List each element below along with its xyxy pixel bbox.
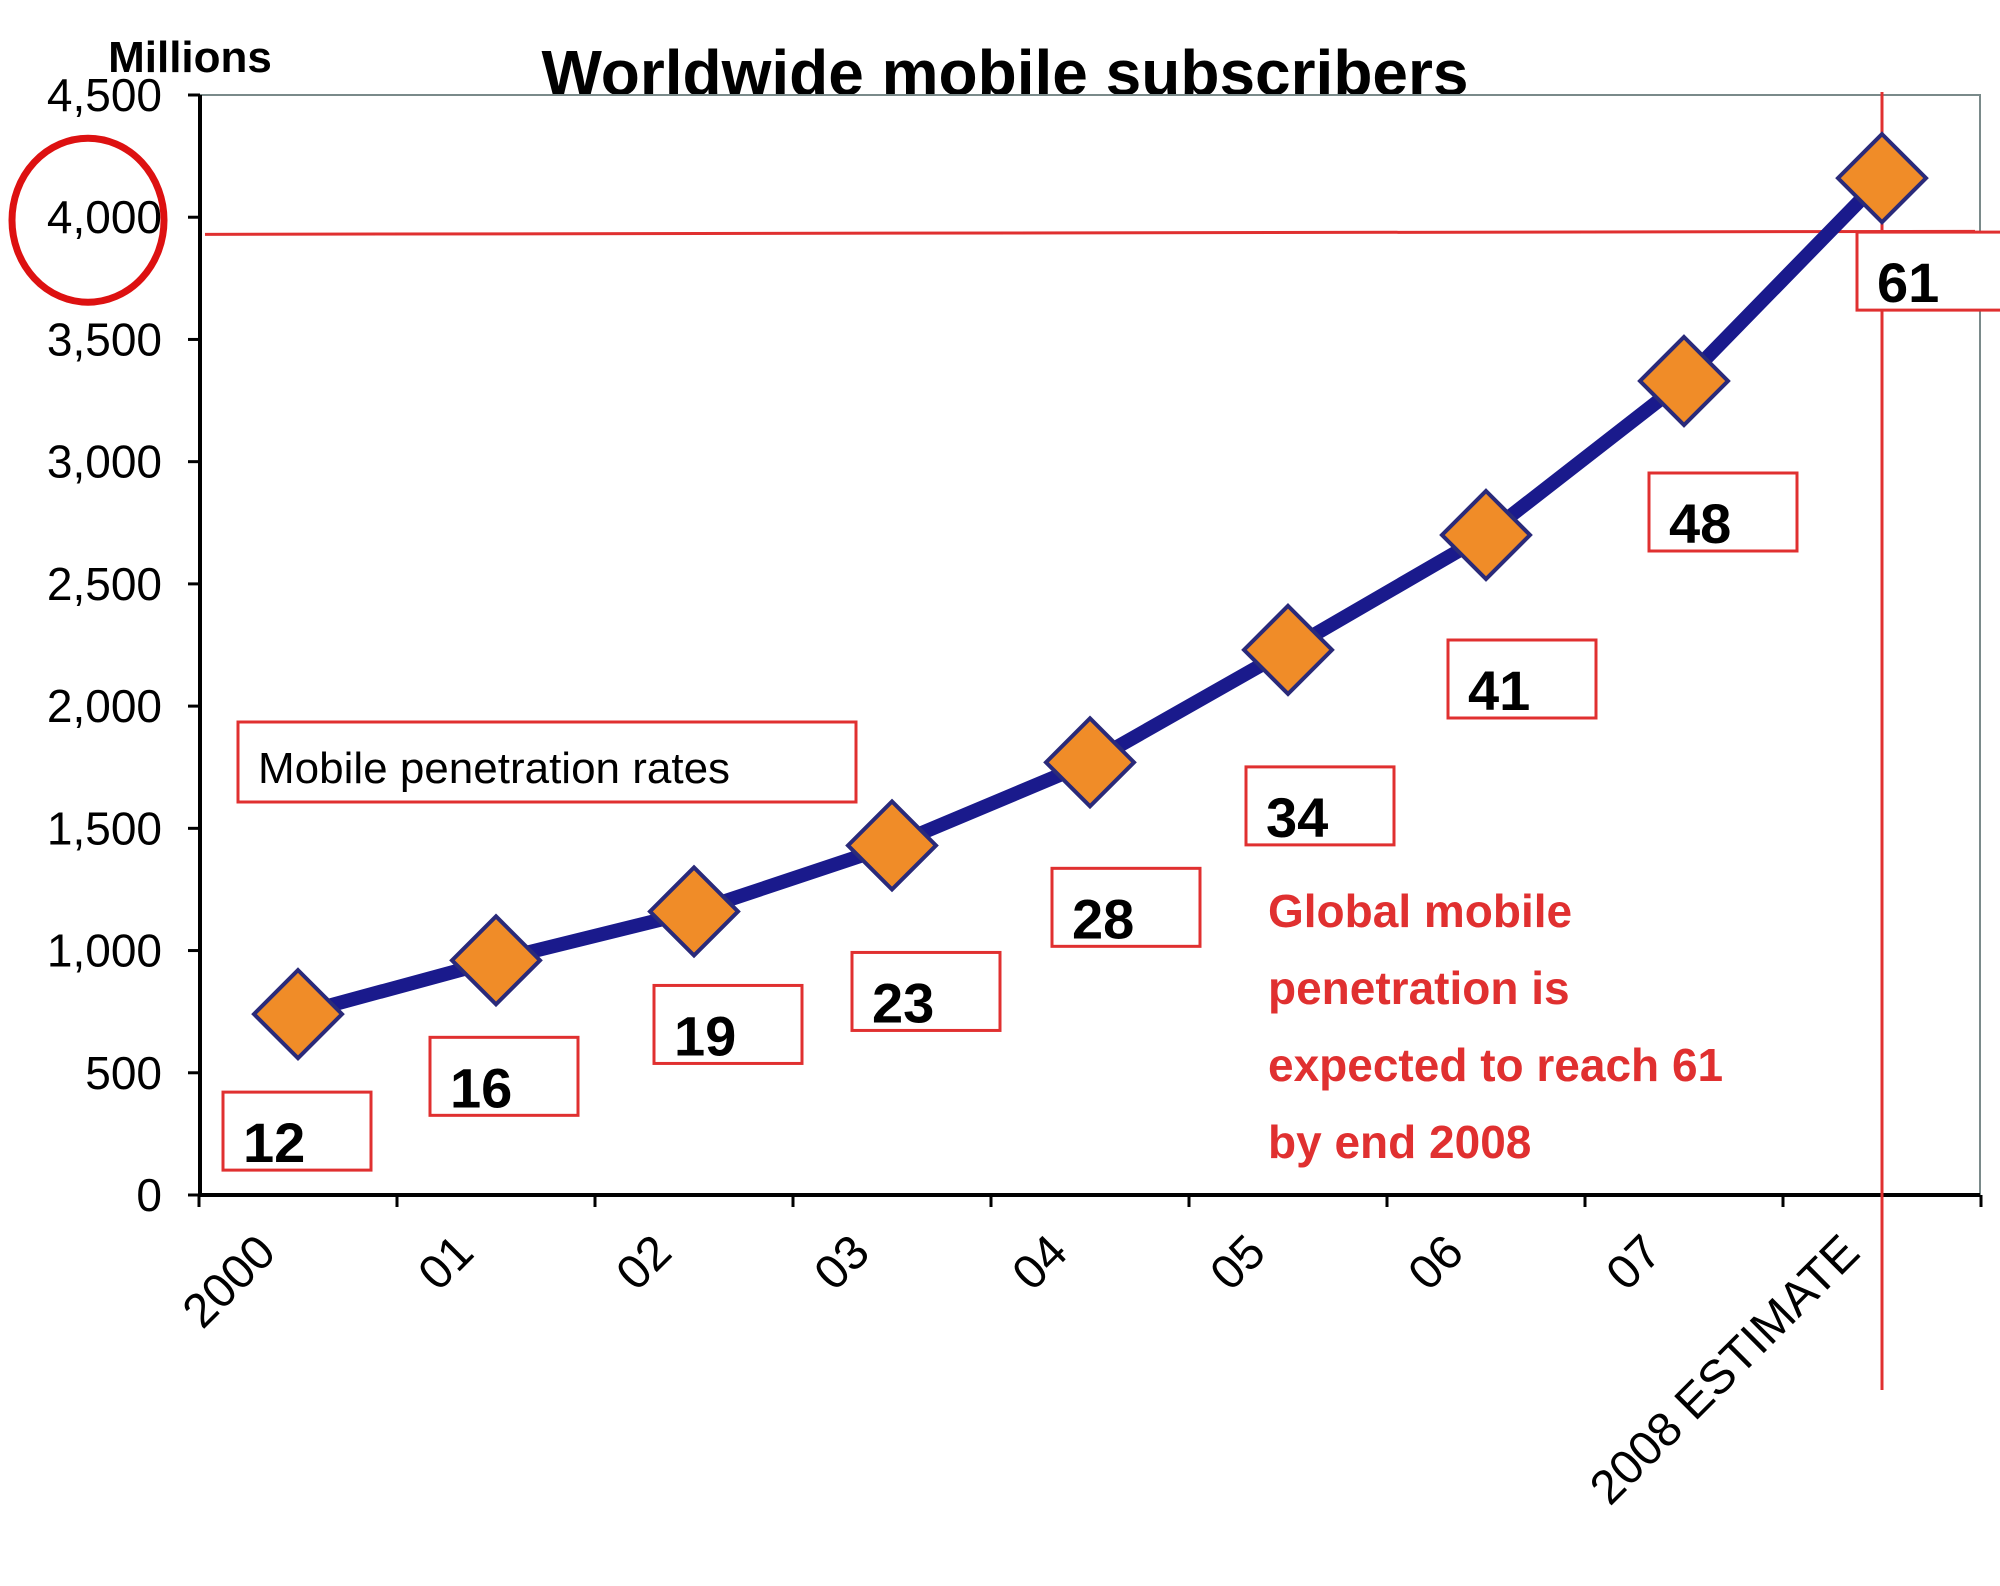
- annotation-line: expected to reach 61: [1268, 1039, 1723, 1091]
- data-point: [845, 798, 939, 893]
- rate-label-box: [652, 983, 804, 1065]
- rate-label: 19: [674, 1004, 736, 1067]
- y-tick-label: 2,500: [47, 558, 162, 610]
- y-tick-label: 500: [85, 1047, 162, 1099]
- rate-label: 16: [450, 1056, 512, 1119]
- rate-label: 12: [243, 1111, 305, 1174]
- rate-label: 23: [872, 971, 934, 1034]
- y-tick-label: 4,500: [47, 69, 162, 121]
- rate-label: 61: [1877, 251, 1939, 314]
- chart-title: Worldwide mobile subscribers: [541, 37, 1468, 109]
- data-point: [1637, 334, 1731, 428]
- rate-label-box: [428, 1035, 580, 1117]
- y-axis-unit-label: Millions: [108, 33, 272, 82]
- y-tick-label: 3,500: [47, 313, 162, 365]
- x-tick-label: 05: [1201, 1225, 1276, 1300]
- rate-label: 28: [1072, 887, 1134, 950]
- highlight-circle: [8, 134, 168, 306]
- annotation-line: penetration is: [1268, 962, 1570, 1014]
- data-point: [449, 913, 543, 1008]
- reference-line: [204, 229, 1976, 236]
- rate-label: 48: [1669, 492, 1731, 555]
- x-tick-label: 07: [1597, 1225, 1672, 1300]
- x-tick-label: 04: [1003, 1225, 1078, 1300]
- rate-label-box: [1647, 471, 1799, 553]
- y-tick-label: 1,000: [47, 925, 162, 977]
- y-tick-label: 2,000: [47, 680, 162, 732]
- x-tick-label: 06: [1399, 1225, 1474, 1300]
- rate-label-box: [1050, 866, 1202, 948]
- rate-label-box: [221, 1090, 373, 1172]
- annotation-line: Global mobile: [1268, 885, 1572, 937]
- y-tick-label: 1,500: [47, 802, 162, 854]
- rate-label: 41: [1468, 659, 1530, 722]
- data-point: [1241, 603, 1335, 697]
- legend-box: [236, 720, 858, 804]
- rate-label-box: [1446, 638, 1598, 720]
- rate-label-box: [850, 950, 1002, 1032]
- data-point: [1835, 131, 1929, 225]
- rate-label: 34: [1266, 786, 1328, 849]
- y-tick-label: 4,000: [47, 191, 162, 243]
- x-tick-label: 02: [607, 1225, 682, 1300]
- y-tick-label: 3,000: [47, 436, 162, 488]
- x-tick-label: 03: [805, 1225, 880, 1300]
- y-tick-label: 0: [136, 1169, 162, 1221]
- legend-box-label: Mobile penetration rates: [258, 744, 730, 793]
- rate-label-box: [1855, 230, 2000, 312]
- x-tick-label: 2000: [173, 1225, 286, 1338]
- rate-label-box: [1244, 765, 1396, 847]
- data-point: [251, 967, 345, 1061]
- data-point: [1043, 715, 1137, 810]
- data-point: [647, 864, 741, 959]
- plot-frame: [199, 94, 1981, 1196]
- annotation-line: by end 2008: [1268, 1116, 1531, 1168]
- data-point: [1439, 488, 1533, 582]
- x-tick-label: 01: [409, 1225, 484, 1300]
